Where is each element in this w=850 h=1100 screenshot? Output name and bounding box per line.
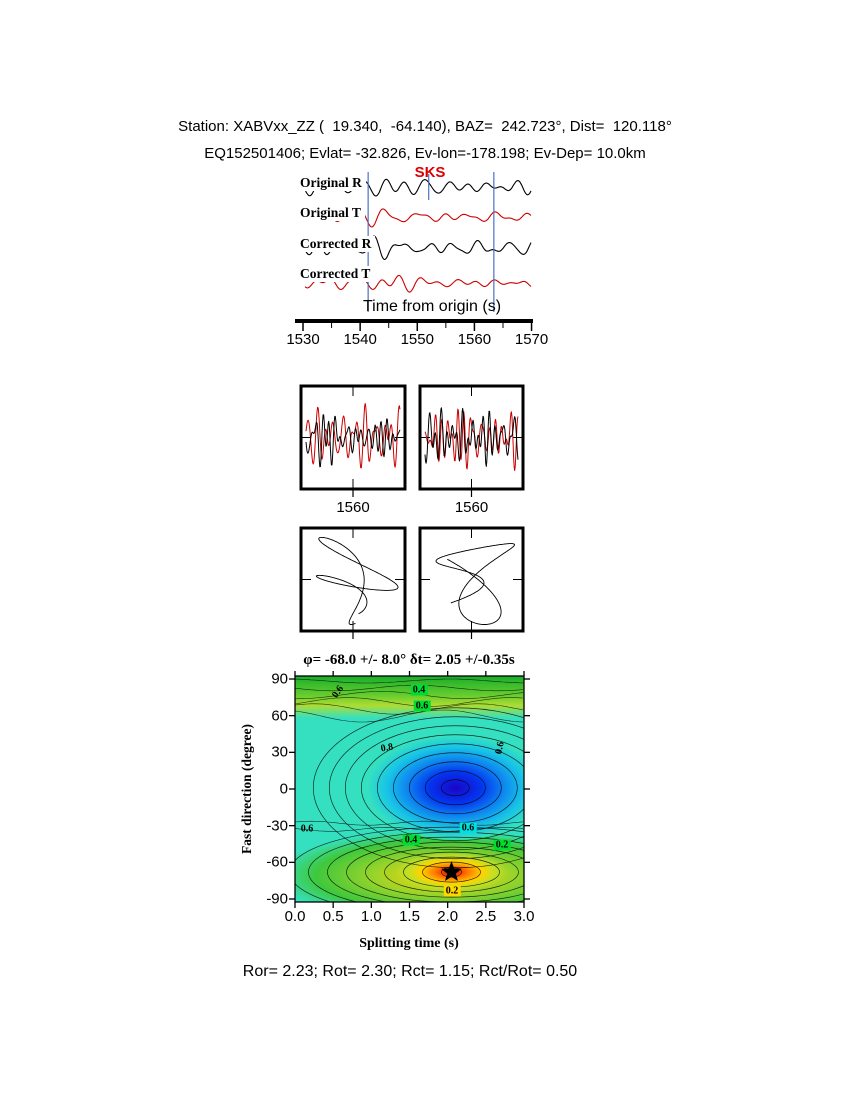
contour-y-axis-label: Fast direction (degree)	[239, 724, 254, 854]
fast-direction-tick-label: 90	[271, 670, 288, 688]
fast-direction-tick-label: -90	[266, 890, 288, 908]
fast-direction-tick-label: 0	[279, 780, 288, 798]
splitting-time-tick-label: 1.0	[360, 908, 382, 925]
time-tick-label: 1540	[343, 331, 377, 348]
splitting-time-tick-label: 3.0	[513, 908, 535, 925]
contour-title: φ= -68.0 +/- 8.0° δt= 2.05 +/-0.35s	[303, 652, 515, 668]
trace-label-corrected-r: Corrected R	[300, 236, 376, 252]
fast-direction-tick-label: 60	[271, 707, 288, 725]
fast-direction-tick-label: -60	[266, 853, 288, 871]
trace-label-corrected-t: Corrected T	[300, 266, 375, 282]
splitting-time-tick-label: 0.5	[322, 908, 344, 925]
contour-x-axis-label: Splitting time (s)	[359, 936, 459, 951]
panel-window-tick-label: 1560	[454, 499, 489, 516]
time-tick-label: 1570	[514, 331, 549, 348]
stats-line: Ror= 2.23; Rot= 2.30; Rct= 1.15; Rct/Rot…	[242, 963, 578, 980]
contour-level-label: 0.4	[410, 684, 428, 696]
station-info-line: Station: XABVxx_ZZ ( 19.340, -64.140), B…	[178, 118, 672, 135]
splitting-time-tick-label: 2.5	[475, 908, 497, 925]
splitting-time-tick-label: 1.5	[399, 908, 420, 925]
contour-level-label: 0.2	[493, 839, 511, 851]
contour-level-label: 0.4	[402, 834, 420, 846]
time-axis-label: Time from origin (s)	[362, 298, 502, 315]
contour-level-label: 0.2	[443, 885, 461, 897]
splitting-time-tick-label: 0.0	[284, 908, 306, 925]
trace-label-original-r: Original R	[300, 175, 366, 191]
time-tick-label: 1530	[286, 331, 320, 348]
phase-label-sks: SKS	[414, 164, 446, 181]
event-info-line: EQ152501406; Evlat= -32.826, Ev-lon=-178…	[204, 145, 646, 162]
time-tick-label: 1560	[457, 331, 492, 348]
error-surface-plot	[289, 671, 530, 908]
seismogram-panels	[295, 172, 533, 639]
time-tick-label: 1550	[400, 331, 434, 348]
fast-direction-tick-label: -30	[266, 817, 288, 835]
trace-label-original-t: Original T	[300, 205, 365, 221]
panel-window-tick-label: 1560	[336, 499, 370, 516]
contour-level-label: 0.6	[300, 823, 314, 835]
contour-level-label: 0.6	[413, 700, 431, 712]
contour-level-label: 0.6	[459, 822, 477, 834]
splitting-time-tick-label: 2.0	[437, 908, 459, 925]
best-fit-star	[441, 861, 462, 881]
fast-direction-tick-label: 30	[271, 743, 288, 761]
